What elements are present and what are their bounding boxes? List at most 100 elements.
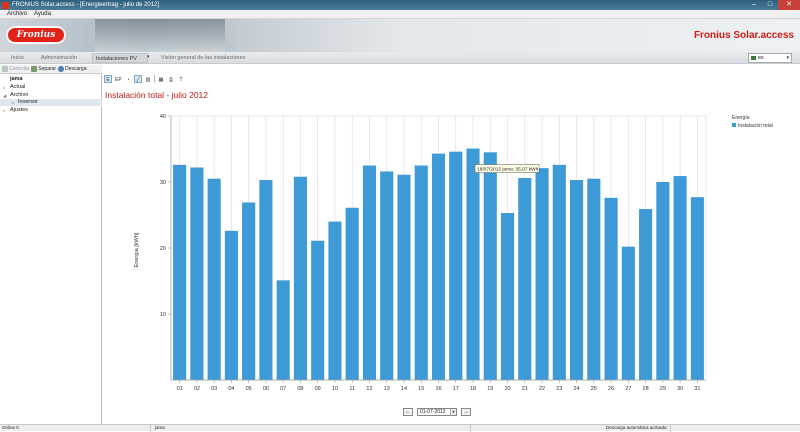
chart-legend: Energía Instalación total <box>732 115 773 129</box>
expand-icon[interactable]: ▹ <box>3 108 6 113</box>
brand-title: Fronius Solar.access <box>693 30 794 41</box>
bar[interactable] <box>621 246 635 380</box>
tree-item-inversor[interactable]: ▹ Inversor <box>0 99 102 106</box>
bar[interactable] <box>224 230 238 380</box>
menu-archivo[interactable]: Archivo <box>7 11 28 17</box>
chevron-down-icon[interactable]: ▾ <box>450 408 456 415</box>
bar[interactable] <box>466 148 480 380</box>
separate-button[interactable]: Separar <box>31 66 56 72</box>
y-tick-label: 30 <box>160 180 166 186</box>
next-arrow-icon[interactable]: → <box>461 407 471 416</box>
tree-item-actual[interactable]: ▹ Actual <box>3 84 26 90</box>
x-tick-label: 07 <box>280 386 286 392</box>
bar[interactable] <box>259 180 273 380</box>
status-bar: Online 0 jama Descarga automática activa… <box>0 424 800 432</box>
bar-chart-icon[interactable]: ▥ <box>145 76 151 83</box>
tree-item-ajustes[interactable]: ▹ Ajustes <box>3 107 29 113</box>
x-tick-label: 03 <box>211 386 217 392</box>
bar[interactable] <box>311 240 325 380</box>
language-select[interactable]: es ▾ <box>748 53 792 63</box>
x-tick-label: 25 <box>591 386 597 392</box>
bar[interactable] <box>242 202 256 380</box>
bar[interactable] <box>518 178 532 380</box>
bar[interactable] <box>656 182 670 380</box>
nav-vision-general[interactable]: Visión general de las instalaciones <box>161 55 246 61</box>
y-tick-label: 40 <box>160 114 166 120</box>
menubar: Archivo Ayuda <box>0 10 800 19</box>
x-tick-label: 16 <box>435 386 441 392</box>
energy-power-view-button[interactable]: EP <box>115 76 122 83</box>
x-tick-label: 11 <box>349 386 355 392</box>
bar[interactable] <box>380 171 394 380</box>
gauge-icon[interactable]: ◔ <box>126 76 130 83</box>
bar[interactable] <box>690 197 704 380</box>
energy-bar-chart: 10 20 30 40 01 02 03 04 05 06 07 08 09 10 11 12 13 14 15 16… <box>134 114 773 392</box>
maximize-button[interactable]: □ <box>767 1 773 8</box>
close-button[interactable]: ✕ <box>778 0 800 10</box>
expand-icon[interactable]: ▹ <box>12 100 15 105</box>
bar[interactable] <box>345 207 359 380</box>
x-tick-label: 24 <box>574 386 580 392</box>
bar[interactable] <box>328 221 342 380</box>
bar[interactable] <box>535 168 549 380</box>
bar[interactable] <box>639 209 653 380</box>
chart-axes: 10 20 30 40 01 02 03 04 05 06 07 08 09 10 11 12 13 14 15 16… <box>160 114 707 392</box>
tree-root[interactable]: jama <box>10 76 23 82</box>
x-tick-label: 20 <box>504 386 510 392</box>
main-navigation: Inicio Administración Instalaciones PV ▾… <box>0 52 800 64</box>
banner-photo <box>95 19 225 52</box>
x-tick-label: 27 <box>625 386 631 392</box>
bar[interactable] <box>397 174 411 380</box>
app-icon <box>2 1 9 9</box>
print-icon[interactable]: ⎙ <box>168 76 173 83</box>
bar[interactable] <box>604 197 618 380</box>
energy-view-button[interactable]: E <box>104 74 112 83</box>
bar[interactable] <box>587 178 601 380</box>
line-chart-icon[interactable]: ╱ <box>134 74 142 83</box>
menu-ayuda[interactable]: Ayuda <box>34 11 51 17</box>
previous-arrow-icon[interactable]: ← <box>403 407 413 416</box>
x-tick-label: 23 <box>556 386 562 392</box>
x-tick-label: 17 <box>453 386 459 392</box>
bar[interactable] <box>500 213 515 380</box>
bar[interactable] <box>449 151 463 380</box>
plug-icon <box>2 66 8 72</box>
bar[interactable] <box>276 280 290 380</box>
bar[interactable] <box>190 167 204 380</box>
legend-item: Instalación total <box>738 123 773 129</box>
bar[interactable] <box>673 176 687 380</box>
bar[interactable] <box>431 153 446 380</box>
bar[interactable] <box>570 180 584 380</box>
nav-inicio[interactable]: Inicio <box>11 55 24 61</box>
status-online: Online 0 <box>2 425 19 430</box>
table-icon[interactable]: ▦ <box>158 76 164 83</box>
y-axis-label: Energía [kWh] <box>134 232 140 267</box>
x-tick-label: 18 <box>470 386 476 392</box>
download-button[interactable]: Descarga <box>58 66 87 72</box>
bar[interactable] <box>173 164 187 380</box>
x-tick-label: 10 <box>332 386 338 392</box>
legend-title: Energía <box>732 115 750 121</box>
svg-text:18/07/2012 jama: 35,07 kWh: 18/07/2012 jama: 35,07 kWh <box>477 167 539 173</box>
expand-icon[interactable]: ▹ <box>3 85 6 90</box>
flag-icon <box>751 56 756 60</box>
y-tick-label: 10 <box>160 312 166 318</box>
bar[interactable] <box>483 152 497 380</box>
connect-button[interactable]: Conectar <box>2 66 29 72</box>
tree-item-archivo[interactable]: ◢ Archivo <box>3 92 29 98</box>
chart-toolbar: E EP ◔ ╱ ▥ ▦ ⎙ T <box>104 74 187 83</box>
text-icon[interactable]: T <box>179 76 183 83</box>
date-picker[interactable]: 01-07-2012 ▾ <box>417 407 457 416</box>
nav-administracion[interactable]: Administración <box>41 55 78 61</box>
bar[interactable] <box>414 165 428 381</box>
chevron-down-icon[interactable]: ▾ <box>147 54 150 60</box>
legend-swatch <box>732 123 736 127</box>
bar[interactable] <box>207 178 221 380</box>
bar[interactable] <box>552 164 566 380</box>
bar[interactable] <box>362 165 377 381</box>
collapse-icon[interactable]: ◢ <box>3 93 7 98</box>
nav-instalaciones-pv[interactable]: Instalaciones PV <box>92 53 148 63</box>
x-tick-label: 29 <box>660 386 666 392</box>
bar[interactable] <box>293 176 307 380</box>
minimize-button[interactable]: – <box>752 1 756 8</box>
